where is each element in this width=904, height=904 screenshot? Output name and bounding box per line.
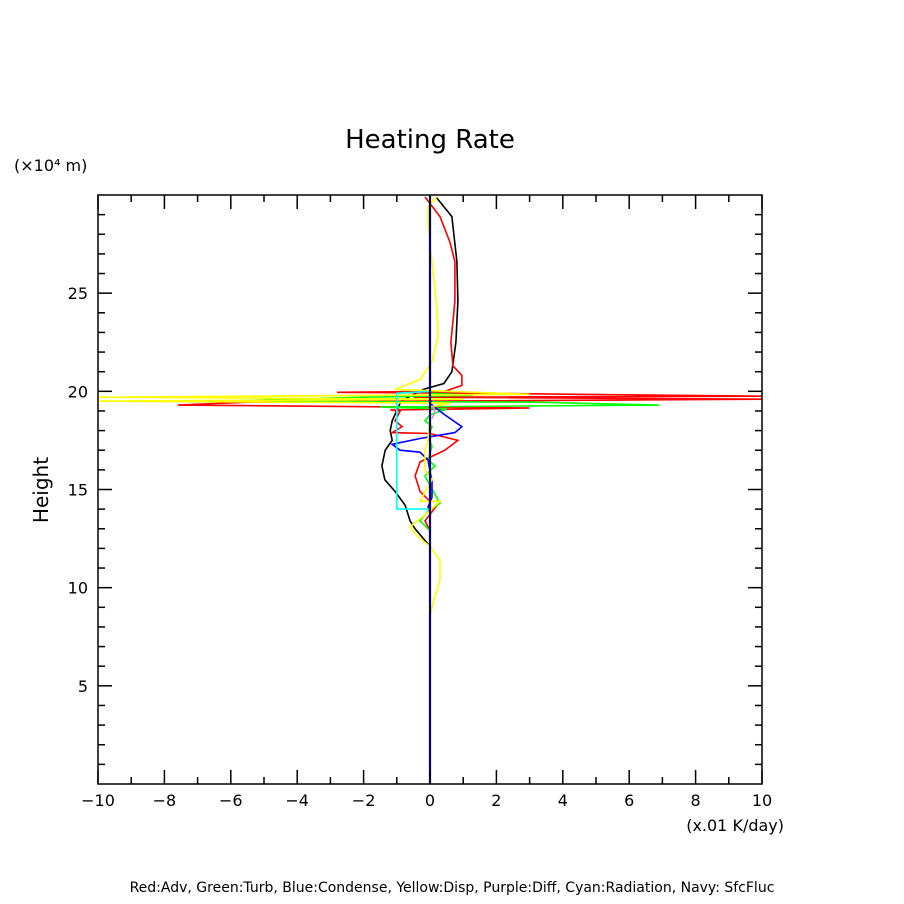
y-tick-label: 15 <box>68 481 88 500</box>
series-line-0 <box>381 196 459 547</box>
axis-ticks: −10 −8 −6 −4 −2 0 2 4 6 8 10 5 10 15 20 25 <box>68 195 772 810</box>
x-tick-label: 6 <box>624 791 634 810</box>
x-tick-label: −2 <box>352 791 376 810</box>
x-tick-label: −10 <box>81 791 115 810</box>
y-tick-label: 20 <box>68 382 88 401</box>
series-line-2 <box>220 392 660 532</box>
series-line-6 <box>395 390 431 510</box>
series-layer <box>98 195 762 784</box>
y-tick-label: 25 <box>68 284 88 303</box>
x-tick-label: −4 <box>285 791 309 810</box>
x-tick-label: 8 <box>691 791 701 810</box>
y-tick-label: 5 <box>78 677 88 696</box>
x-tick-label: −6 <box>219 791 243 810</box>
legend-text: Red:Adv, Green:Turb, Blue:Condense, Yell… <box>130 880 775 896</box>
series-line-1 <box>177 196 762 532</box>
series-line-5 <box>431 404 436 420</box>
x-tick-label: 2 <box>491 791 501 810</box>
chart-title: Heating Rate <box>345 125 515 155</box>
x-tick-label: −8 <box>153 791 177 810</box>
x-axis-label: (x.01 K/day) <box>686 816 784 835</box>
x-tick-label: 0 <box>425 791 435 810</box>
x-tick-label: 4 <box>558 791 568 810</box>
y-unit-label: (×10⁴ m) <box>14 156 87 175</box>
x-tick-label: 10 <box>752 791 772 810</box>
y-axis-label: Height <box>29 457 53 523</box>
plot-frame <box>97 194 763 785</box>
y-tick-label: 10 <box>68 579 88 598</box>
series-line-3 <box>390 395 464 514</box>
